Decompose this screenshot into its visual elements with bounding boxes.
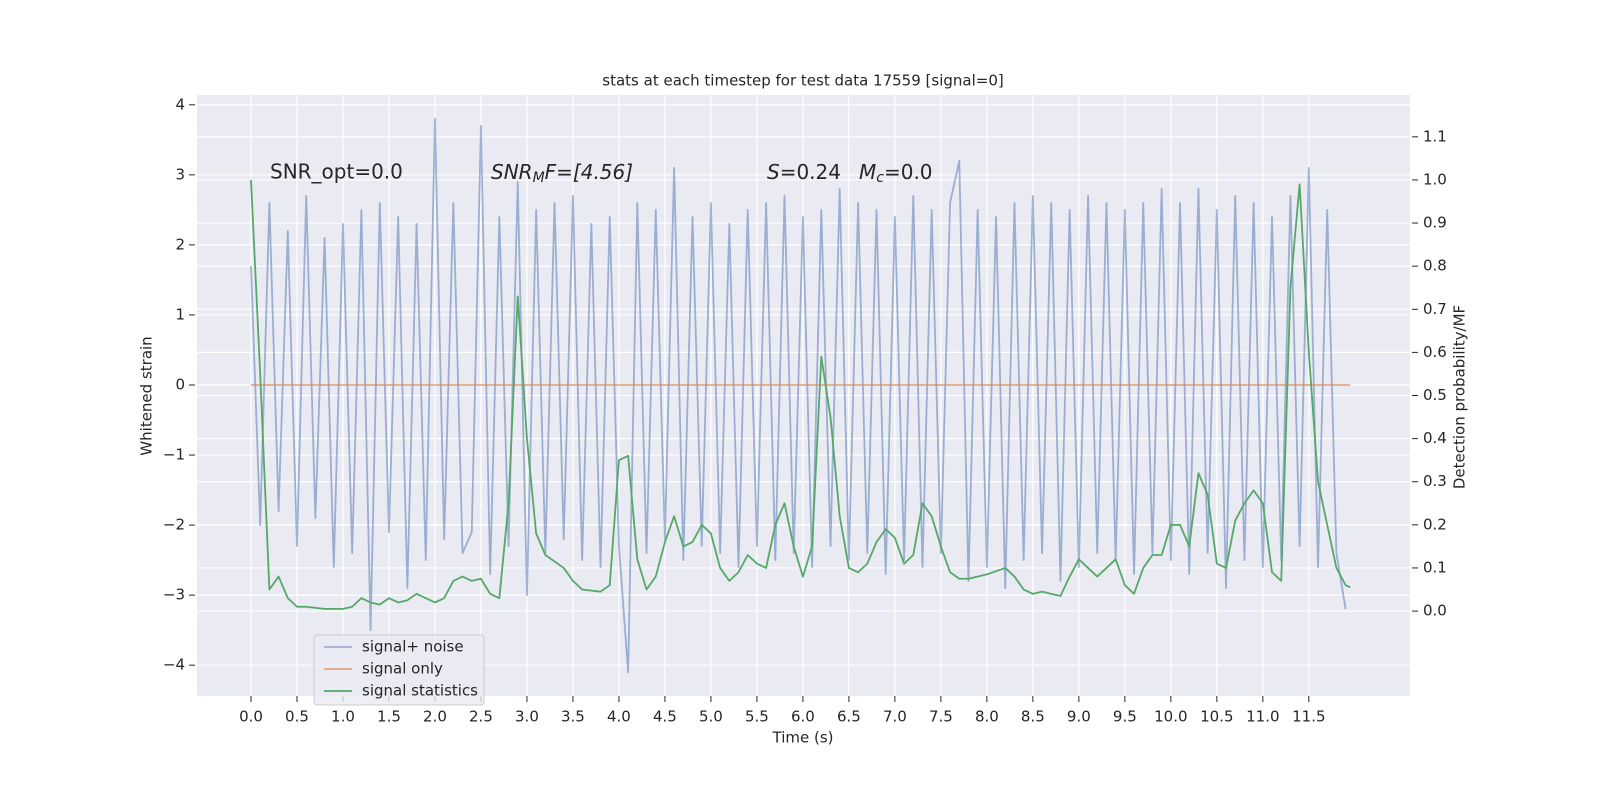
- y2-tick-label: 0.7: [1423, 300, 1447, 318]
- x-tick-label: 7.0: [883, 708, 907, 726]
- series-line: [250, 179, 1351, 610]
- x-tick-label: 0.5: [285, 708, 309, 726]
- y-tick-label: 1: [175, 305, 185, 323]
- y2-tick-label: 0.8: [1423, 257, 1447, 275]
- y-tick-label: −4: [163, 656, 185, 674]
- x-tick-label: 2.0: [423, 708, 447, 726]
- legend-label: signal only: [362, 660, 443, 678]
- y2-axis-label: Detection probability/MF: [1451, 305, 1469, 489]
- x-tick-label: 4.0: [607, 708, 631, 726]
- x-axis-label: Time (s): [772, 729, 834, 747]
- y-tick-label: −2: [163, 516, 185, 534]
- annotation-part: M: [533, 170, 545, 186]
- x-tick-label: 3.5: [561, 708, 585, 726]
- annotation-part: M: [859, 160, 876, 184]
- x-tick-label: 8.5: [1021, 708, 1045, 726]
- annotation-part: =0.0: [884, 160, 933, 184]
- x-tick-label: 0.0: [239, 708, 263, 726]
- legend-label: signal+ noise: [362, 638, 464, 656]
- x-tick-label: 2.5: [469, 708, 493, 726]
- x-tick-label: 5.5: [745, 708, 769, 726]
- x-tick-label: 8.0: [975, 708, 999, 726]
- y2-tick-label: 0.0: [1423, 602, 1447, 620]
- annotation: SNRMF=[4.56]: [491, 160, 633, 187]
- x-tick-label: 6.5: [837, 708, 861, 726]
- y-tick-label: 4: [175, 95, 185, 113]
- ticks: 0.0 0.5 1.0 1.5 2.0 2.5 3.0 3.5 4.0 4.5 5.0 5.5 6.0 6…: [163, 95, 1447, 725]
- legend: signal+ noise signal only signal statistic…: [313, 634, 485, 706]
- y-tick-label: 3: [175, 165, 185, 183]
- x-tick-label: 10.5: [1200, 708, 1233, 726]
- x-tick-label: 4.5: [653, 708, 677, 726]
- x-tick-label: 11.5: [1292, 708, 1325, 726]
- x-tick-label: 9.0: [1067, 708, 1091, 726]
- x-tick-label: 1.5: [377, 708, 401, 726]
- x-tick-label: 10.0: [1154, 708, 1187, 726]
- y2-tick-label: 0.5: [1423, 386, 1447, 404]
- y2-tick-label: 1.0: [1423, 170, 1447, 188]
- annotation: S=0.24 Mc=0.0: [767, 160, 933, 187]
- annotation-part: F=[4.56]: [545, 160, 633, 184]
- annotation: SNR_opt=0.0: [270, 160, 403, 184]
- x-tick-label: 3.0: [515, 708, 539, 726]
- y-tick-label: 0: [175, 375, 185, 393]
- legend-label: signal statistics: [362, 682, 478, 700]
- y2-tick-label: 1.1: [1423, 127, 1447, 145]
- y-axis-label: Whitened strain: [138, 336, 156, 455]
- x-tick-label: 7.5: [929, 708, 953, 726]
- y2-tick-label: 0.6: [1423, 343, 1447, 361]
- annotation-part: =0.24: [780, 160, 841, 184]
- y-tick-label: −1: [163, 446, 185, 464]
- annotation-part: SNR: [491, 160, 533, 184]
- annotation-part: S: [767, 160, 780, 184]
- y-tick-label: 2: [175, 235, 185, 253]
- x-tick-label: 5.0: [699, 708, 723, 726]
- legend-box: [313, 634, 485, 706]
- y2-tick-label: 0.3: [1423, 472, 1447, 490]
- x-tick-label: 1.0: [331, 708, 355, 726]
- x-tick-label: 11.0: [1246, 708, 1279, 726]
- y-tick-label: −3: [163, 586, 185, 604]
- lines: [250, 117, 1351, 674]
- y2-tick-label: 0.4: [1423, 429, 1447, 447]
- y2-tick-label: 0.1: [1423, 558, 1447, 576]
- chart-title: stats at each timestep for test data 175…: [602, 72, 1003, 90]
- x-tick-label: 6.0: [791, 708, 815, 726]
- x-tick-label: 9.5: [1113, 708, 1137, 726]
- y2-tick-label: 0.2: [1423, 515, 1447, 533]
- annotation-part: c: [876, 170, 884, 186]
- y2-tick-label: 0.9: [1423, 214, 1447, 232]
